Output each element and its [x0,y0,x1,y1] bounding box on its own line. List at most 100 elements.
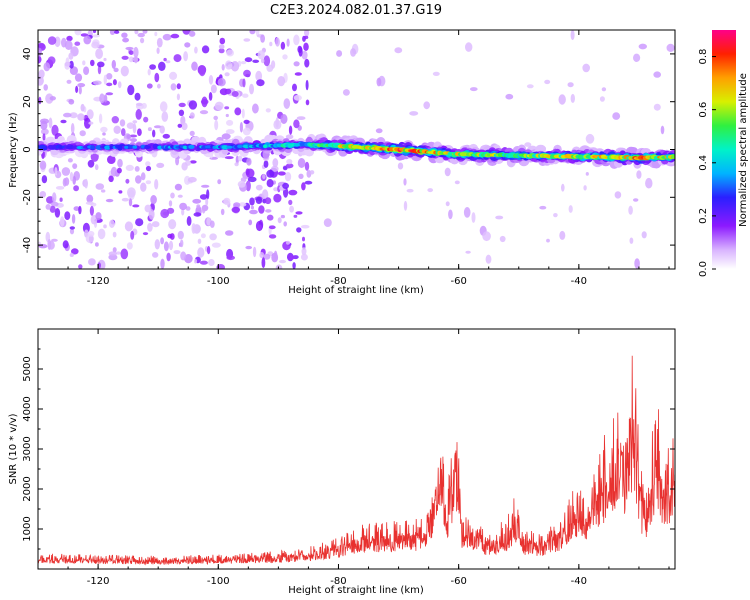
heatmap-cell [84,117,91,129]
heatmap-cell [614,191,622,199]
heatmap-cell [289,205,294,213]
heatmap-cell [118,190,123,194]
heatmap-cell [143,116,149,123]
colorbar-tick-label: 0.6 [698,102,709,118]
heatmap-cell [499,235,506,243]
heatmap-cell [99,93,105,104]
heatmap-cell [206,246,211,255]
heatmap-cell [636,170,642,179]
heatmap-cell [41,128,49,135]
heatmap-cell [128,50,134,55]
heatmap-cell [241,108,245,119]
heatmap-cell [242,78,246,88]
heatmap-cell [226,145,233,149]
heatmap-cell [140,182,147,192]
heatmap-cell [217,179,222,185]
heatmap-cell [147,68,151,76]
heatmap-cell [444,167,451,177]
heatmap-cell [117,145,123,150]
heatmap-cell [286,159,293,165]
snr-y-title: SNR (10 * v/v) [8,413,19,484]
heatmap-cell [252,103,259,114]
heatmap-cell [189,160,197,164]
heatmap-cell [59,197,63,202]
heatmap-cell [256,79,265,87]
heatmap-cell [286,38,290,47]
heatmap-cell [249,83,254,95]
heatmap-cell [114,30,120,34]
heatmap-cell [69,171,74,182]
heatmap-cell [261,257,266,269]
heatmap-cell [88,121,94,125]
heatmap-cell [234,107,242,116]
heatmap-cell [78,86,82,95]
heatmap-cell [135,218,144,227]
heatmap-cell [585,133,595,144]
heatmap-cell [220,208,225,216]
heatmap-cell [282,54,288,60]
heatmap-cell [90,145,96,150]
heatmap-cell [77,113,85,121]
heatmap-cell [165,60,171,64]
heatmap-cell [144,145,151,149]
heatmap-cell [75,85,79,93]
heatmap-cell [119,119,126,127]
heatmap-cell [101,189,106,193]
heatmap-cell [144,204,152,213]
heatmap-cell [121,32,128,38]
heatmap-cell [427,188,434,193]
heatmap-cell [94,164,99,171]
snr-x-tick-label: -100 [207,576,230,587]
heatmap-cell [535,144,547,154]
heatmap-cell [103,94,108,103]
heatmap-cell [130,138,137,143]
heatmap-cell [173,54,182,63]
heatmap-cell [49,205,56,213]
heatmap-cell [189,130,195,136]
heatmap-cell [245,180,251,192]
heatmap-cell [273,119,282,130]
heatmap-cell [633,198,639,202]
snr-x-title: Height of straight line (km) [288,585,424,596]
heatmap-cell [49,96,56,101]
heatmap-cell [107,155,116,165]
heatmap-cell [295,211,303,215]
heatmap-cell [74,30,82,36]
heatmap-cell [80,103,85,112]
heatmap-cell [154,179,159,190]
heatmap-cell [208,92,213,101]
heatmap-cell [177,123,183,128]
colorbar-title: Normalized spectral amplitude [738,73,749,227]
heatmap-cell [110,166,118,177]
heatmap-cell [248,219,253,226]
heatmap-cell [97,65,102,75]
heatmap-cell [156,47,160,54]
heatmap-cell [302,236,305,242]
heatmap-cell [539,205,547,210]
heatmap-cell [260,58,265,64]
heatmap-cell [176,83,181,90]
heatmap-cell [187,176,197,183]
heatmap-cell [40,118,49,124]
heatmap-cell [103,74,108,85]
colorbar-tick-label: 0.2 [698,208,709,224]
heatmap-cell [224,72,230,77]
heatmap-cell [209,233,217,241]
heatmap-cell [300,224,310,229]
heatmap-cell [277,76,286,87]
heatmap-cell [61,167,71,176]
heatmap-cell [225,230,234,236]
heatmap-cell [188,144,195,149]
heatmap-cell [162,133,170,139]
heatmap-cell [189,112,195,119]
heatmap-cell [296,227,302,233]
heatmap-cell [558,94,566,105]
heatmap-cell [170,192,175,199]
heatmap-cell [83,66,90,75]
colorbar-tick-label: 0.0 [698,261,709,277]
heatmap-cell [63,112,72,118]
heatmap-cell [112,247,117,253]
heatmap-cell [629,237,634,244]
heatmap-cell [133,55,138,64]
heatmap-cell [38,47,42,57]
